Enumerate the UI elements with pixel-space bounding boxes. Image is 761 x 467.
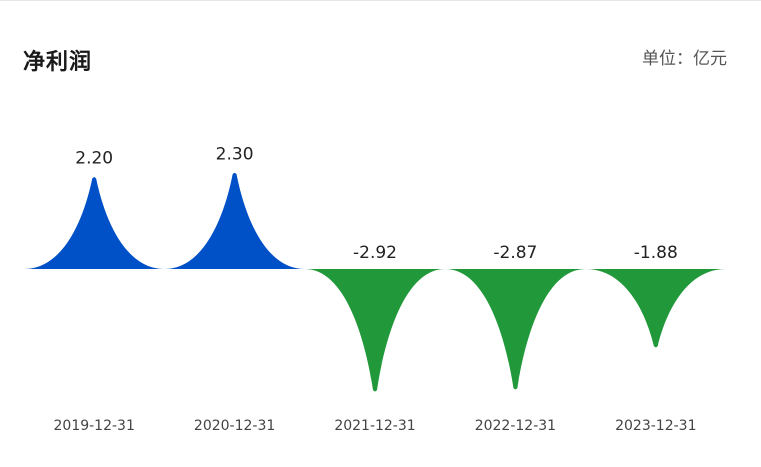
- value-label: -2.87: [493, 243, 537, 263]
- value-label: 2.20: [75, 149, 113, 169]
- x-tick-label: 2022-12-31: [475, 418, 556, 434]
- x-tick-label: 2021-12-31: [334, 418, 415, 434]
- x-tick-label: 2019-12-31: [54, 418, 135, 434]
- x-axis-tick-labels: 2019-12-31 2020-12-31 2021-12-31 2022-12-31…: [54, 418, 697, 434]
- x-tick-label: 2023-12-31: [615, 418, 696, 434]
- value-labels: 2.20 2.30 -2.92 -2.87 -1.88: [75, 144, 678, 263]
- value-label: -2.92: [353, 243, 397, 263]
- bar-2023-12-31: [585, 269, 726, 348]
- bar-2020-12-31: [164, 172, 305, 269]
- chart-title: 净利润: [23, 50, 93, 75]
- value-label: 2.30: [216, 144, 254, 164]
- bar-2021-12-31: [304, 269, 446, 392]
- unit-label: 单位：亿元: [642, 49, 727, 69]
- bar-2022-12-31: [445, 269, 586, 390]
- bar-2019-12-31: [24, 177, 165, 269]
- value-label: -1.88: [634, 243, 678, 263]
- x-tick-label: 2020-12-31: [194, 418, 275, 434]
- chart-marks: [24, 172, 726, 392]
- top-divider: [0, 0, 761, 1]
